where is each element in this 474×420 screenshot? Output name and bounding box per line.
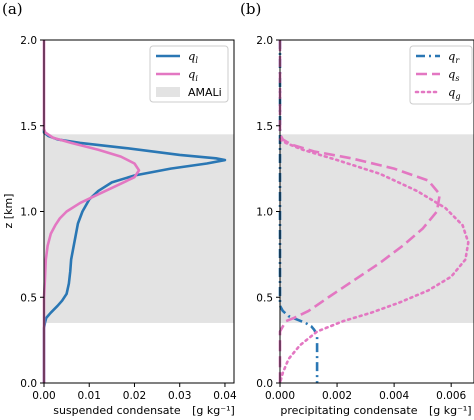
panel-b-ytick-label: 1.0 [256, 207, 273, 219]
panel-a-xtick-label: 0.00 [32, 390, 55, 402]
panel-a-legend-label-amali: AMALi [188, 86, 222, 99]
panel-a-series-q-l [42, 129, 227, 383]
panel-b-xtick-label: 0.004 [379, 390, 409, 402]
panel-b-series-q-s [278, 40, 442, 383]
panel-a-ytick-label: 0.5 [20, 292, 37, 304]
panel-a-xtick-label: 0.01 [78, 390, 101, 402]
panel-b-legend-label-q-s: qs [448, 67, 459, 83]
panel-a-xtick-label: 0.04 [213, 390, 237, 402]
panel-b-legend-box [409, 45, 473, 105]
panel-b-xtick-label: 0.006 [436, 390, 466, 402]
panel-b-ytick-label: 2.0 [256, 35, 273, 47]
panel-a: (a) z [km] suspended condensate [g kg⁻¹]… [2, 0, 237, 417]
panel-a-ytick-label: 1.5 [20, 121, 37, 133]
panel-b: (b) precipitating condensate [g kg⁻¹] 0.… [240, 0, 474, 417]
panel-a-xlabel-units: [g kg⁻¹] [192, 404, 235, 417]
panel-a-ylabel: z [km] [2, 194, 15, 229]
panel-b-xlabel: precipitating condensate [g kg⁻¹] [280, 404, 471, 417]
panel-b-xlabel-name: precipitating condensate [280, 404, 417, 417]
panel-b-series-q-g [278, 138, 470, 385]
panel-a-ytick-label: 2.0 [20, 35, 37, 47]
panel-b-legend: qr qs qg [409, 45, 473, 105]
panel-a-legend-label-q-l: ql [188, 49, 198, 65]
panel-b-xtick-label: 0.000 [265, 390, 295, 402]
panel-a-series-q-i [42, 40, 141, 383]
panel-b-plot-area [278, 40, 474, 385]
panel-a-ytick-label: 0.0 [20, 378, 37, 390]
panel-b-series-q-r [278, 40, 319, 383]
panel-a-legend-label-q-i: qi [188, 67, 198, 83]
panel-a-label: (a) [2, 0, 23, 18]
panel-a-ytick-label: 1.0 [20, 207, 37, 219]
panel-b-legend-label-q-r: qr [448, 49, 460, 65]
panel-b-legend-label-q-g: qg [448, 85, 461, 101]
panel-b-ytick-label: 0.5 [256, 292, 273, 304]
panel-b-shaded-band [280, 134, 474, 323]
panel-a-xtick-label: 0.03 [168, 390, 191, 402]
panel-b-label: (b) [240, 0, 261, 18]
panel-a-plot-area [42, 40, 234, 383]
panel-a-legend: ql qi AMALi [149, 45, 229, 103]
panel-b-ytick-label: 0.0 [256, 378, 273, 390]
panel-a-legend-swatch-amali [156, 87, 180, 97]
panel-b-xtick-label: 0.002 [322, 390, 352, 402]
panel-a-xtick-label: 0.02 [123, 390, 146, 402]
panel-a-xlabel-name: suspended condensate [53, 404, 181, 417]
panel-b-xlabel-units: [g kg⁻¹] [429, 404, 472, 417]
panel-a-xlabel: suspended condensate [g kg⁻¹] [53, 404, 235, 417]
panel-b-ytick-label: 1.5 [256, 121, 273, 133]
